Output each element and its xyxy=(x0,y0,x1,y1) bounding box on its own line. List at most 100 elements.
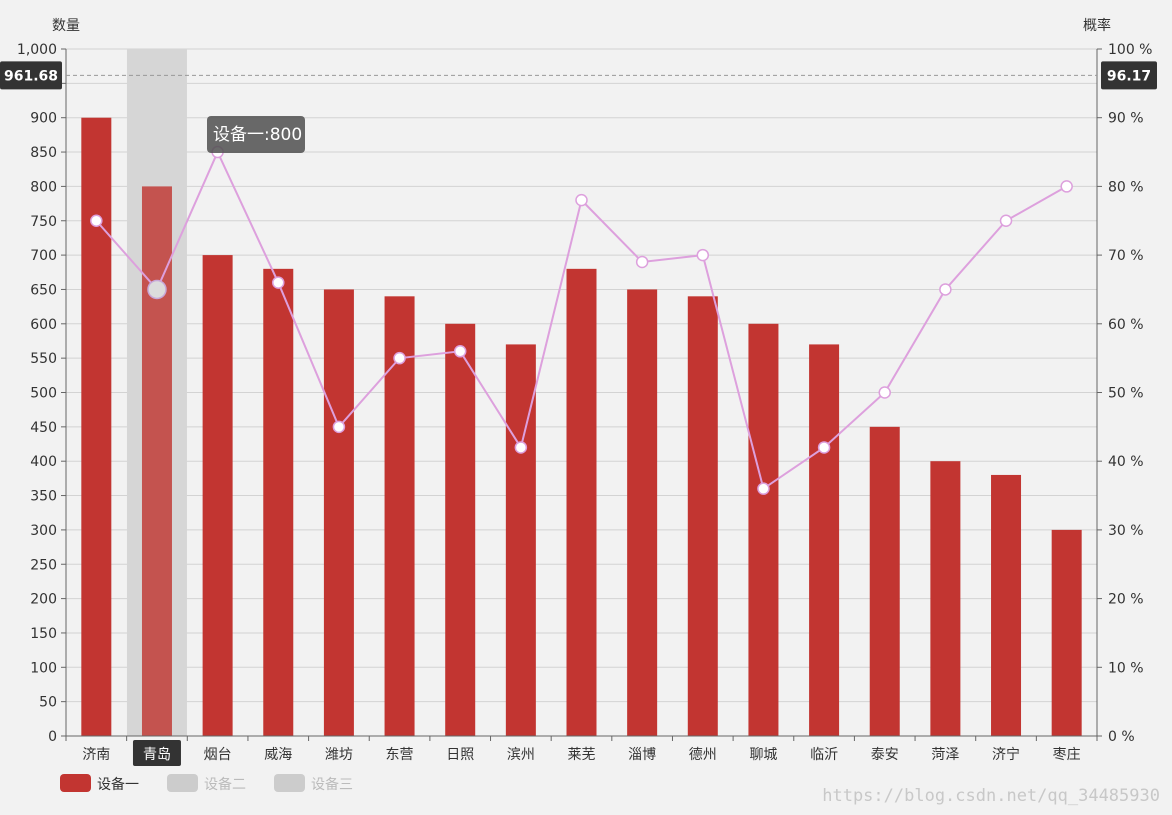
y-right-tick-label: 70 % xyxy=(1108,248,1144,264)
x-tick-label: 聊城 xyxy=(749,747,777,763)
y-left-tick-label: 700 xyxy=(30,248,57,264)
line-point xyxy=(757,482,770,495)
line-point xyxy=(575,193,588,207)
y-right-tick-label: 20 % xyxy=(1108,592,1144,608)
x-tick-label: 德州 xyxy=(689,747,717,763)
y-left-tick-label: 100 xyxy=(30,660,57,676)
y-left-tick-label: 350 xyxy=(30,489,57,505)
bar xyxy=(748,323,779,736)
line-point xyxy=(999,214,1013,227)
y-left-tick-label: 750 xyxy=(30,214,57,230)
legend-swatch xyxy=(60,774,91,792)
x-tick-label: 东营 xyxy=(386,747,414,763)
y-left-tick-label: 900 xyxy=(30,111,57,127)
legend-label: 设备二 xyxy=(204,776,246,793)
y-right-tick-label: 80 % xyxy=(1108,179,1144,195)
line-point xyxy=(878,386,891,399)
bar xyxy=(566,268,597,736)
x-tick-label: 菏泽 xyxy=(931,747,959,763)
x-tick-label: 青岛 xyxy=(143,747,171,763)
bar xyxy=(869,426,900,736)
bar xyxy=(809,344,840,736)
y-left-tick-label: 0 xyxy=(48,729,57,745)
bar xyxy=(991,474,1022,736)
y-left-tick-label: 550 xyxy=(30,351,57,367)
x-tick-label: 威海 xyxy=(264,747,292,763)
legend-item[interactable]: 设备二 xyxy=(167,774,246,793)
x-tick-label: 济宁 xyxy=(992,746,1020,763)
bar xyxy=(263,268,294,736)
pointer-right-value: 96.17 xyxy=(1107,68,1151,84)
y-left-tick-label: 150 xyxy=(30,626,57,642)
y-left-tick-label: 400 xyxy=(30,454,57,470)
bar xyxy=(930,461,961,736)
x-label-highlight-box xyxy=(132,740,181,766)
tooltip: 设备一:800 xyxy=(207,116,305,153)
line-point xyxy=(635,255,649,269)
x-tick-label: 泰安 xyxy=(871,747,899,763)
y-left-tick-label: 250 xyxy=(30,557,57,573)
y-left-tick-label: 600 xyxy=(30,317,57,333)
line-point xyxy=(696,248,710,262)
y-right-tick-label: 60 % xyxy=(1108,317,1144,333)
bar xyxy=(627,289,658,736)
axis-pointer: 961.68 96.17 xyxy=(0,61,1157,90)
line-series xyxy=(90,145,1073,495)
line-point xyxy=(939,283,952,296)
y-left-tick-label: 200 xyxy=(30,592,57,608)
y-right-axis-title: 概率 xyxy=(1083,17,1111,34)
y-right-tick-label: 0 % xyxy=(1108,729,1135,745)
y-left-axis-title: 数量 xyxy=(52,18,80,34)
y-left-tick-label: 800 xyxy=(30,179,57,195)
bar xyxy=(445,323,476,736)
y-left-tick-label: 650 xyxy=(30,282,57,298)
x-tick-label: 临沂 xyxy=(810,747,838,763)
line-point xyxy=(272,276,285,289)
legend-label: 设备三 xyxy=(311,776,353,793)
line-point xyxy=(817,441,831,454)
y-right-tick-label: 50 % xyxy=(1108,386,1144,402)
bar xyxy=(141,186,172,736)
bar xyxy=(81,117,112,736)
y-right-tick-label: 100 % xyxy=(1108,42,1152,58)
y-left-tick-label: 450 xyxy=(30,420,57,436)
y-right-tick-label: 10 % xyxy=(1108,660,1144,676)
line-point xyxy=(514,441,528,454)
line-point xyxy=(90,214,103,227)
x-tick-label: 烟台 xyxy=(204,747,232,763)
line-point xyxy=(1060,180,1073,193)
pointer-left-box xyxy=(0,61,62,90)
pointer-left-value: 961.68 xyxy=(4,68,58,84)
legend-label: 设备一 xyxy=(97,776,139,793)
bar xyxy=(687,296,718,736)
legend: 设备一 设备二 设备三 xyxy=(60,774,353,793)
y-left-tick-label: 850 xyxy=(30,145,57,161)
x-tick-label: 日照 xyxy=(446,747,474,763)
bar xyxy=(202,255,233,736)
line-point xyxy=(393,351,406,365)
tooltip-text: 设备一:800 xyxy=(213,125,302,145)
legend-item[interactable]: 设备一 xyxy=(60,774,139,793)
bar xyxy=(323,289,354,736)
x-tick-label: 莱芜 xyxy=(568,746,596,763)
line-point xyxy=(453,345,467,358)
y-right-tick-label: 40 % xyxy=(1108,454,1144,470)
y-left-tick-label: 1,000 xyxy=(17,42,57,58)
x-tick-label: 淄博 xyxy=(628,746,656,763)
watermark: https://blog.csdn.net/qq_34485930 xyxy=(822,786,1160,806)
bar xyxy=(1051,529,1082,736)
legend-swatch xyxy=(274,774,305,792)
y-left-tick-label: 500 xyxy=(30,386,57,402)
line-point xyxy=(147,279,167,300)
y-right-tick-label: 30 % xyxy=(1108,523,1144,539)
legend-item[interactable]: 设备三 xyxy=(274,774,353,793)
y-right-tick-label: 90 % xyxy=(1108,111,1144,127)
x-tick-label: 济南 xyxy=(82,747,110,763)
tooltip-box xyxy=(207,116,305,153)
x-tick-label: 滨州 xyxy=(507,747,535,763)
bar-series xyxy=(81,117,1082,736)
x-tick-label: 枣庄 xyxy=(1053,746,1081,763)
legend-swatch xyxy=(167,774,198,792)
